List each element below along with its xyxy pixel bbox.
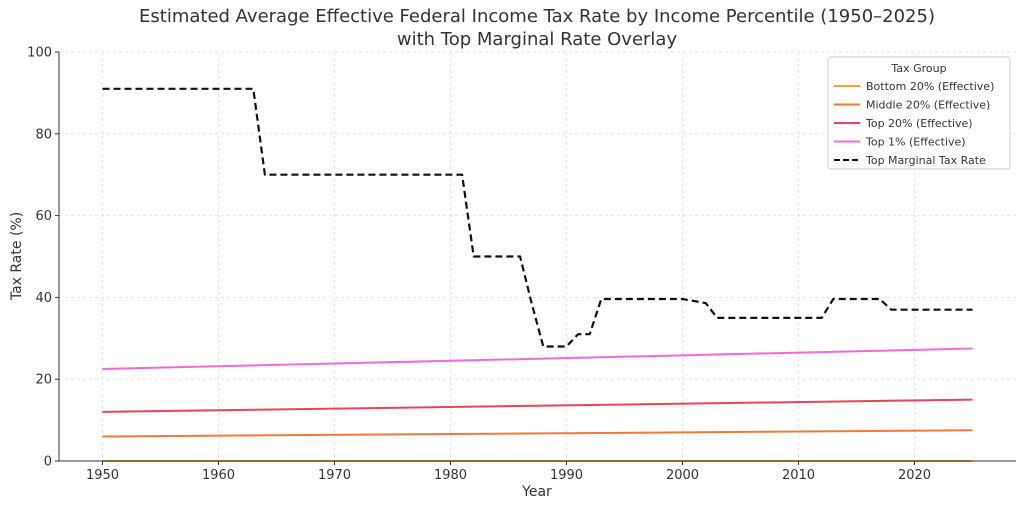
legend-label-0: Bottom 20% (Effective) — [866, 80, 994, 93]
legend-label-3: Top 1% (Effective) — [865, 136, 966, 149]
legend-title: Tax Group — [890, 62, 946, 75]
legend-label-4: Top Marginal Tax Rate — [865, 154, 986, 167]
x-tick-label: 1960 — [202, 468, 235, 483]
y-tick-label: 20 — [35, 373, 52, 388]
x-tick-label: 1950 — [86, 468, 119, 483]
chart-title-line-1: Estimated Average Effective Federal Inco… — [139, 6, 935, 27]
y-tick-label: 0 — [44, 455, 52, 470]
x-tick-label: 1970 — [318, 468, 351, 483]
ticks: 1950 1960 1970 1980 1990 2000 2010 2020 0 20 40 60 8… — [27, 46, 931, 484]
x-tick-label: 1990 — [550, 468, 583, 483]
series-line-4 — [102, 87, 973, 348]
x-axis-label: Year — [521, 484, 552, 500]
x-tick-label: 2010 — [782, 468, 815, 483]
y-tick-label: 100 — [27, 46, 52, 61]
legend-label-1: Middle 20% (Effective) — [866, 99, 990, 112]
legend: Tax Group Bottom 20% (Effective) Middle 2… — [827, 56, 1011, 170]
y-tick-label: 80 — [35, 127, 52, 142]
grid — [59, 51, 1016, 462]
legend-label-2: Top 20% (Effective) — [865, 117, 973, 130]
series-line-2 — [102, 398, 973, 413]
x-tick-label: 2020 — [898, 468, 931, 483]
y-tick-label: 40 — [35, 291, 52, 306]
x-tick-label: 2000 — [666, 468, 699, 483]
series-line-3 — [102, 347, 973, 370]
y-tick-label: 60 — [35, 209, 52, 224]
legend-box — [827, 56, 1011, 170]
x-tick-label: 1980 — [434, 468, 467, 483]
chart-title-line-2: with Top Marginal Rate Overlay — [397, 29, 678, 50]
series-line-1 — [102, 429, 973, 438]
y-axis-label: Tax Rate (%) — [9, 212, 25, 301]
